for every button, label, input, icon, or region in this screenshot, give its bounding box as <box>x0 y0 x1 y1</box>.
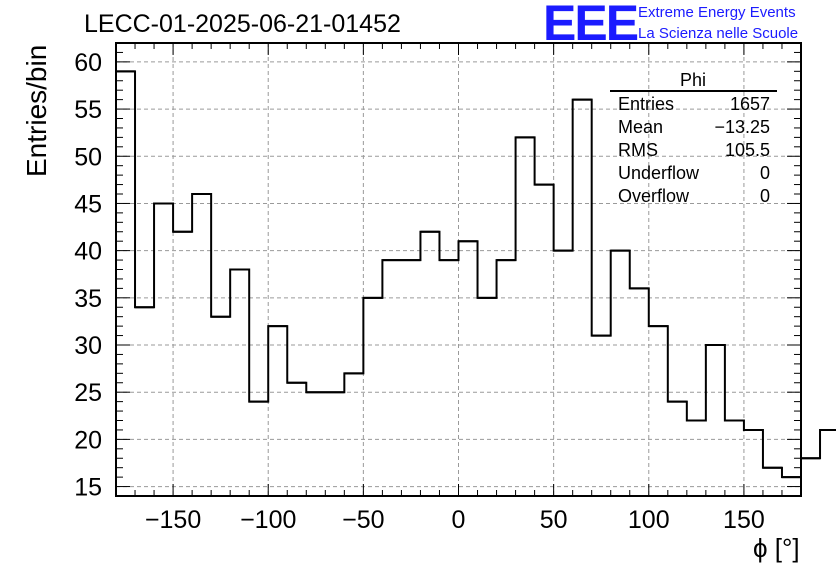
stats-value: 0 <box>759 186 770 206</box>
y-tick-label: 15 <box>74 474 102 502</box>
x-tick-label: −100 <box>240 506 296 534</box>
stats-key: Mean <box>618 117 664 137</box>
stats-key: RMS <box>618 140 658 160</box>
y-tick-label: 40 <box>74 238 102 266</box>
stats-value: 105.5 <box>724 140 770 160</box>
x-tick-label: 50 <box>540 506 568 534</box>
y-tick-label: 35 <box>74 285 102 313</box>
stats-key: Overflow <box>618 186 690 206</box>
y-tick-label: 45 <box>74 190 102 218</box>
x-axis-label: ϕ [°] <box>753 533 800 563</box>
y-tick-label: 60 <box>74 49 102 77</box>
x-tick-label: −150 <box>145 506 201 534</box>
logo-line-2: La Scienza nelle Scuole <box>638 25 799 42</box>
y-tick-label: 55 <box>74 96 102 124</box>
chart-title: LECC-01-2025-06-21-01452 <box>84 10 401 38</box>
x-tick-label: 150 <box>723 506 765 534</box>
eee-logo: EEE <box>543 0 639 51</box>
x-tick-label: −50 <box>342 506 384 534</box>
y-tick-label: 20 <box>74 426 102 454</box>
stats-divider <box>610 90 777 92</box>
stats-key: Underflow <box>618 163 700 183</box>
x-tick-label: 0 <box>452 506 466 534</box>
y-tick-label: 30 <box>74 332 102 360</box>
y-tick-label: 25 <box>74 379 102 407</box>
y-tick-label: 50 <box>74 143 102 171</box>
stats-value: 1657 <box>729 94 770 114</box>
stats-value: 0 <box>759 163 770 183</box>
x-tick-label: 100 <box>628 506 670 534</box>
stats-value: −13.25 <box>714 117 770 137</box>
logo-line-1: Extreme Energy Events <box>638 4 796 21</box>
stats-key: Entries <box>618 94 675 114</box>
stats-box-title: Phi <box>680 70 707 90</box>
